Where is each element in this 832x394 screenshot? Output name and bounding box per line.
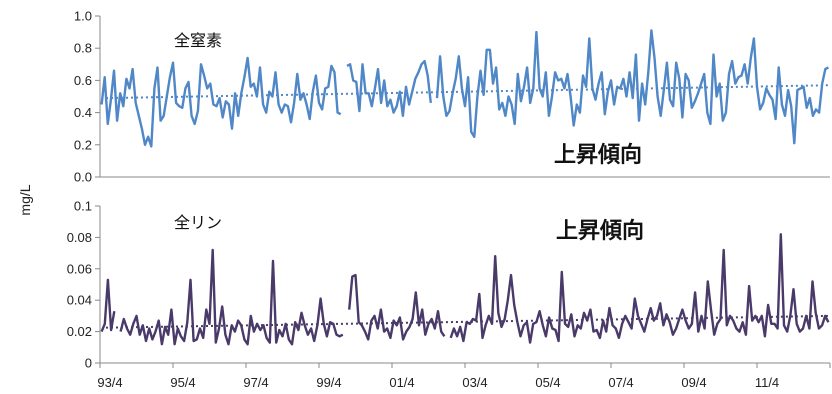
trend-line-2 [105,314,831,329]
y-tick-label: 0.04 [67,293,92,308]
series-line-1 [100,29,829,148]
x-tick-label: 03/4 [462,375,487,390]
y-tick-label: 0.02 [67,324,92,339]
x-tick-label: 97/4 [243,375,268,390]
y-tick-label: 0.4 [74,105,92,120]
x-tick-label: 93/4 [97,375,122,390]
x-tick-label: 99/4 [316,375,341,390]
y-axis-label: mg/L [17,184,33,215]
x-tick-label: 07/4 [608,375,633,390]
series-annotation-1: 全窒素 [174,31,222,50]
series-line-2 [100,233,830,346]
trend-label-2: 上昇傾向 [556,218,644,244]
x-tick-label: 95/4 [170,375,195,390]
y-tick-label: 0.0 [74,170,92,185]
y-tick-label: 0.08 [67,230,92,245]
y-tick-label: 0 [85,356,92,371]
y-tick-label: 0.8 [74,41,92,56]
x-tick-label: 01/4 [389,375,414,390]
series-annotation-2: 全リン [174,213,222,232]
y-tick-label: 0.2 [74,137,92,152]
y-tick-label: 0.6 [74,73,92,88]
x-tick-label: 09/4 [681,375,706,390]
x-tick-label: 05/4 [535,375,560,390]
trend-line-1 [105,84,831,100]
x-tick-label: 11/4 [755,375,779,390]
trend-label-1: 上昇傾向 [554,142,642,168]
y-tick-label: 0.1 [74,199,92,214]
y-tick-label: 0.06 [67,261,92,276]
y-tick-label: 1.0 [74,9,92,24]
